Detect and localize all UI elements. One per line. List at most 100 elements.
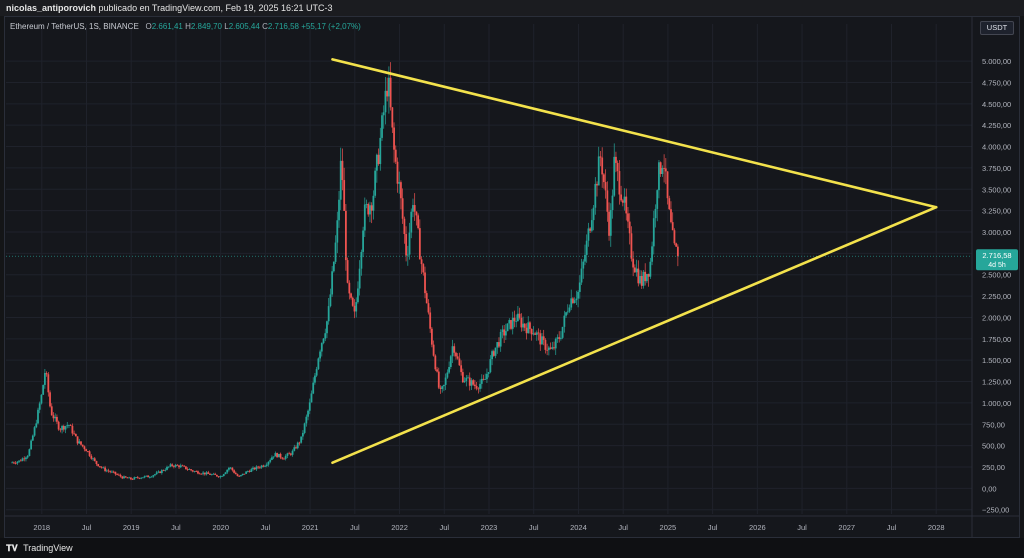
currency-button[interactable]: USDT [980,21,1014,35]
candle-body [537,332,540,334]
candle-body [558,337,561,339]
candle-body [203,472,206,475]
candle-body [155,472,158,475]
candle-body [498,342,500,347]
candle-body [394,149,397,162]
candle-body [160,470,163,473]
candle-body [62,425,65,430]
candle-body [461,372,464,383]
candle-body [240,475,242,477]
candle-body [253,467,256,470]
candle-body [222,474,225,477]
y-tick-label: 1.750,00 [982,335,1011,344]
candle-body [78,441,81,444]
candle-body [188,469,191,471]
candle-body [176,464,179,466]
candle-body [511,317,514,329]
candle-body [506,323,509,332]
candle-body [281,457,284,459]
candle-body [434,355,437,370]
candle-body [611,195,614,211]
candle-body [172,465,175,467]
candle-body [135,477,137,479]
candle-body [245,471,248,474]
candle-body [542,336,545,340]
candle-body [623,196,626,203]
candle-body [372,195,375,211]
symbol-name[interactable]: Ethereum / TetherUS, 1S, BINANCE [10,22,139,31]
x-tick-label: Jul [797,523,807,532]
candle-body [69,425,72,426]
candle-body [92,458,94,460]
y-tick-label: −250,00 [982,506,1009,515]
candle-body [324,333,327,339]
author-name[interactable]: nicolas_antiporovich [6,3,97,13]
y-tick-label: 3.500,00 [982,185,1011,194]
candle-body [351,297,354,306]
candle-body [420,259,423,265]
candle-body [568,307,571,312]
candle-body [291,450,294,455]
candle-body [494,347,497,356]
candle-body [250,469,253,472]
candle-body [520,317,523,328]
candle-body [68,425,70,426]
candle-body [307,410,309,417]
candle-body [484,379,487,380]
candle-body [489,359,492,373]
y-tick-label: 1.500,00 [982,356,1011,365]
candle-body [19,460,22,462]
candle-body [398,182,401,184]
candle-body [367,204,370,215]
candle-body [381,115,383,138]
candle-body [174,464,177,467]
candle-body [663,167,666,169]
candle-body [296,442,299,449]
candle-body [590,220,593,231]
x-tick-label: Jul [350,523,360,532]
x-tick-label: 2023 [481,523,498,532]
candle-body [319,351,321,359]
x-tick-label: 2024 [570,523,587,532]
candle-body [386,90,389,97]
y-tick-label: 750,00 [982,420,1005,429]
candle-body [293,447,296,451]
candle-body [59,429,62,431]
candle-body [597,156,600,186]
candle-body [228,467,230,470]
publication-header: nicolas_antiporovich publicado en Tradin… [0,0,1024,16]
candle-body [389,77,392,108]
x-tick-label: 2021 [302,523,319,532]
price-tag-value: 2.716,58 [982,251,1011,260]
candle-body [424,272,426,294]
open-label: O [145,22,152,31]
candle-body [283,458,285,460]
candle-body [422,264,425,273]
candle-body [559,337,562,339]
candle-body [145,475,148,477]
candle-body [18,460,20,462]
y-tick-label: 2.500,00 [982,271,1011,280]
candle-body [652,218,655,247]
candle-body [64,426,67,430]
candle-body [102,467,105,469]
candle-body [639,275,641,284]
candle-body [159,471,162,473]
close-value: 2.716,58 [267,22,299,31]
candle-body [25,457,27,460]
candle-body [646,273,648,282]
candle-body [348,282,351,294]
candle-body [642,271,645,286]
brand-logo[interactable]: 𝐓𝐕 TradingView [6,543,73,554]
candle-body [609,210,612,236]
candle-body [286,453,289,456]
candle-body [167,466,170,468]
candle-body [128,477,131,479]
y-tick-label: 4.000,00 [982,143,1011,152]
candle-body [133,477,136,480]
candle-body [121,476,124,479]
candle-body [473,384,476,387]
x-tick-label: 2028 [928,523,945,532]
candle-body [676,246,679,257]
